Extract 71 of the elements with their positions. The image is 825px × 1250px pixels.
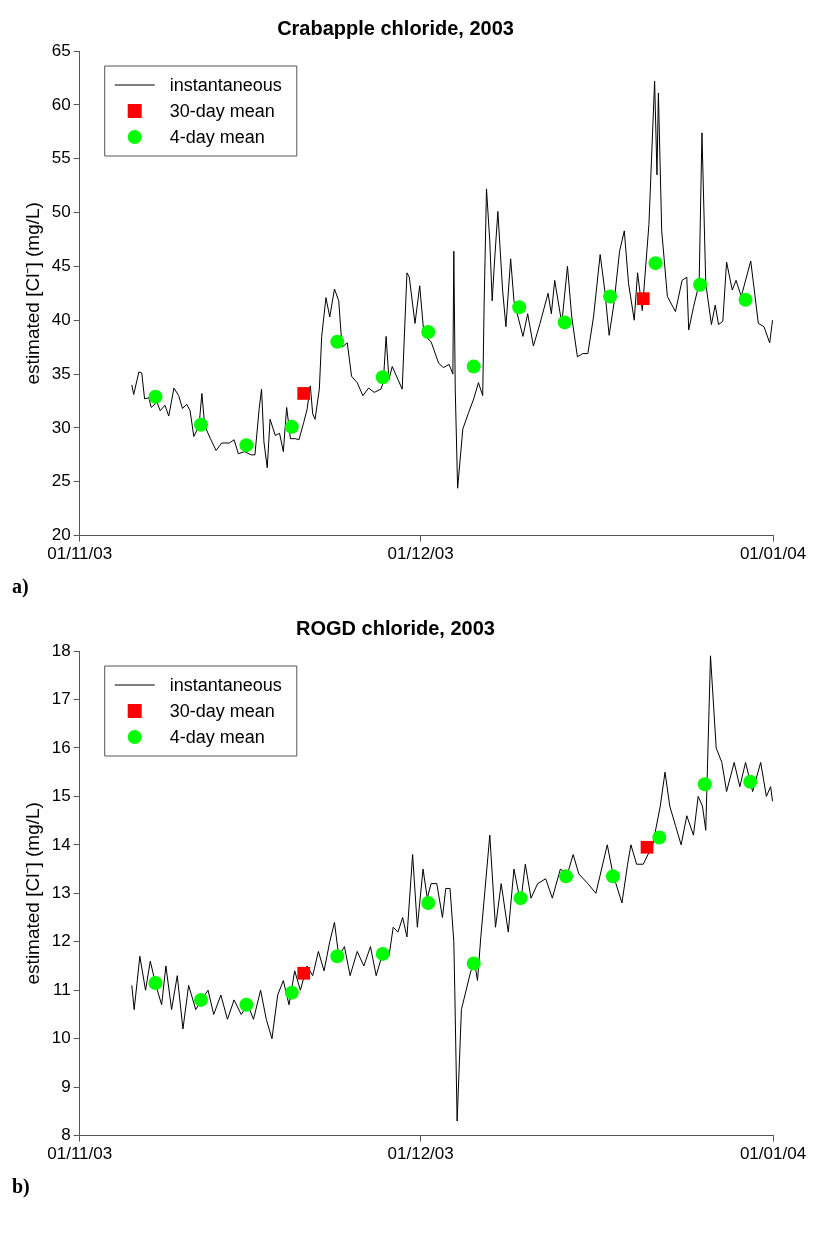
y-tick-label: 16	[51, 737, 71, 757]
point	[603, 289, 618, 304]
x-tick-label: 01/12/03	[387, 544, 454, 564]
point	[693, 277, 708, 292]
x-tick-label: 01/11/03	[47, 544, 113, 564]
y-tick-label: 55	[51, 148, 71, 168]
point	[636, 292, 650, 306]
point	[466, 956, 481, 971]
legend-label: 4-day mean	[169, 726, 265, 747]
point	[512, 300, 527, 315]
y-axis-title: estimated [Cl⁻] (mg/L)	[21, 202, 43, 385]
y-tick-label: 35	[51, 363, 71, 383]
point	[697, 777, 712, 792]
point	[297, 966, 311, 980]
y-tick-label: 17	[51, 689, 71, 709]
legend-label: instantaneous	[169, 74, 282, 95]
point	[421, 325, 436, 340]
point	[284, 419, 299, 434]
point	[148, 975, 163, 990]
x-tick-label: 01/11/03	[47, 1144, 113, 1164]
y-tick-label: 18	[51, 640, 71, 660]
legend-label: 30-day mean	[169, 100, 275, 121]
point	[513, 891, 528, 906]
point	[743, 774, 758, 789]
y-tick-label: 45	[51, 256, 71, 276]
point	[239, 997, 254, 1012]
point	[557, 315, 572, 330]
legend-label: instantaneous	[169, 674, 282, 695]
point	[559, 869, 574, 884]
y-tick-label: 10	[51, 1028, 71, 1048]
legend-label: 30-day mean	[169, 700, 275, 721]
legend-label: 4-day mean	[169, 126, 265, 147]
y-tick-label: 65	[51, 40, 71, 60]
point	[375, 370, 390, 385]
point	[640, 840, 654, 854]
y-tick-label: 15	[51, 786, 71, 806]
y-tick-label: 13	[51, 882, 71, 902]
y-tick-label: 30	[51, 417, 71, 437]
x-tick-label: 01/01/04	[739, 1144, 807, 1164]
point	[648, 256, 663, 271]
point	[466, 359, 481, 374]
point	[193, 992, 208, 1007]
chart-title: ROGD chloride, 2003	[296, 616, 495, 639]
y-tick-label: 9	[61, 1076, 71, 1096]
point	[284, 985, 299, 1000]
point	[193, 417, 208, 432]
point	[330, 334, 345, 349]
point	[738, 292, 753, 307]
y-tick-label: 11	[53, 979, 71, 999]
y-tick-label: 8	[61, 1125, 71, 1145]
y-axis-title: estimated [Cl⁻] (mg/L)	[21, 802, 43, 985]
y-tick-label: 60	[51, 94, 71, 114]
y-tick-label: 20	[51, 525, 71, 545]
y-tick-label: 40	[51, 309, 71, 329]
text: b)	[12, 1175, 31, 1198]
y-tick-label: 25	[51, 471, 71, 491]
point	[605, 869, 620, 884]
point	[148, 389, 163, 404]
text: a)	[12, 575, 30, 598]
point	[652, 830, 667, 845]
point	[375, 946, 390, 961]
point	[330, 949, 345, 964]
x-tick-label: 01/12/03	[387, 1144, 454, 1164]
y-tick-label: 50	[51, 202, 71, 222]
point	[297, 387, 311, 400]
y-tick-label: 14	[51, 834, 71, 854]
chart-title: Crabapple chloride, 2003	[277, 16, 514, 39]
x-tick-label: 01/01/04	[739, 544, 807, 564]
point	[239, 438, 254, 453]
point	[421, 895, 436, 910]
y-tick-label: 12	[51, 931, 71, 951]
